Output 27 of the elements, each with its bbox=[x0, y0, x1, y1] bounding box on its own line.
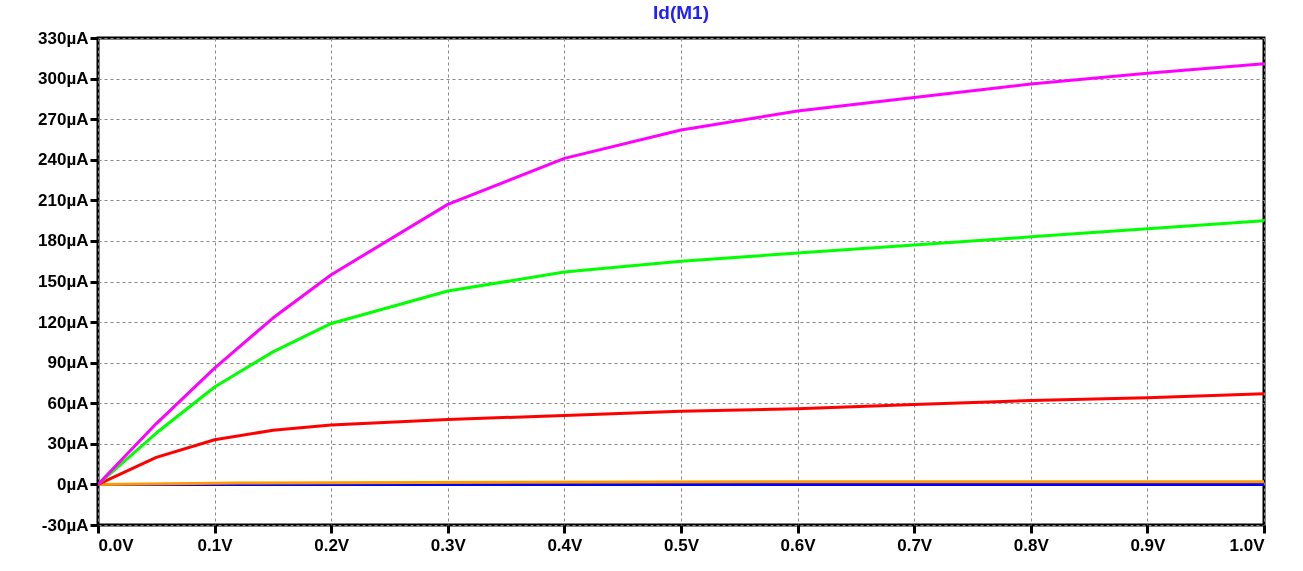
y-tick-label: 210µA bbox=[38, 190, 89, 210]
y-tick-label: 300µA bbox=[38, 69, 89, 89]
y-tick-label: 180µA bbox=[38, 231, 89, 251]
x-tick-label: 0.1V bbox=[197, 535, 234, 555]
y-tick-label: 120µA bbox=[38, 312, 89, 332]
x-tick-label: 0.3V bbox=[430, 535, 467, 555]
y-tick-label: 240µA bbox=[38, 150, 89, 170]
y-tick-label: -30µA bbox=[41, 515, 89, 535]
y-tick-label: 270µA bbox=[38, 109, 89, 129]
y-tick-label: 90µA bbox=[47, 353, 89, 373]
chart-title: Id(M1) bbox=[653, 2, 709, 23]
x-tick-label: 0.9V bbox=[1130, 535, 1167, 555]
y-tick-label: 60µA bbox=[47, 393, 89, 413]
y-tick-label: 150µA bbox=[38, 272, 89, 291]
x-tick-label: 0.5V bbox=[664, 535, 700, 555]
x-tick-label: 0.0V bbox=[98, 535, 135, 555]
y-tick-label: 330µA bbox=[38, 28, 89, 48]
x-tick-label: 1.0V bbox=[1229, 535, 1266, 555]
x-tick-label: 0.8V bbox=[1013, 535, 1050, 555]
line-series bbox=[98, 392, 1264, 486]
x-tick-label: 0.2V bbox=[314, 535, 350, 555]
x-tick-label: 0.6V bbox=[780, 535, 817, 555]
line-series bbox=[98, 62, 1264, 486]
y-tick-label: 30µA bbox=[47, 434, 89, 454]
x-tick-label: 0.4V bbox=[547, 535, 584, 555]
x-tick-label: 0.7V bbox=[897, 535, 933, 555]
y-tick-label: 0µA bbox=[56, 474, 89, 494]
